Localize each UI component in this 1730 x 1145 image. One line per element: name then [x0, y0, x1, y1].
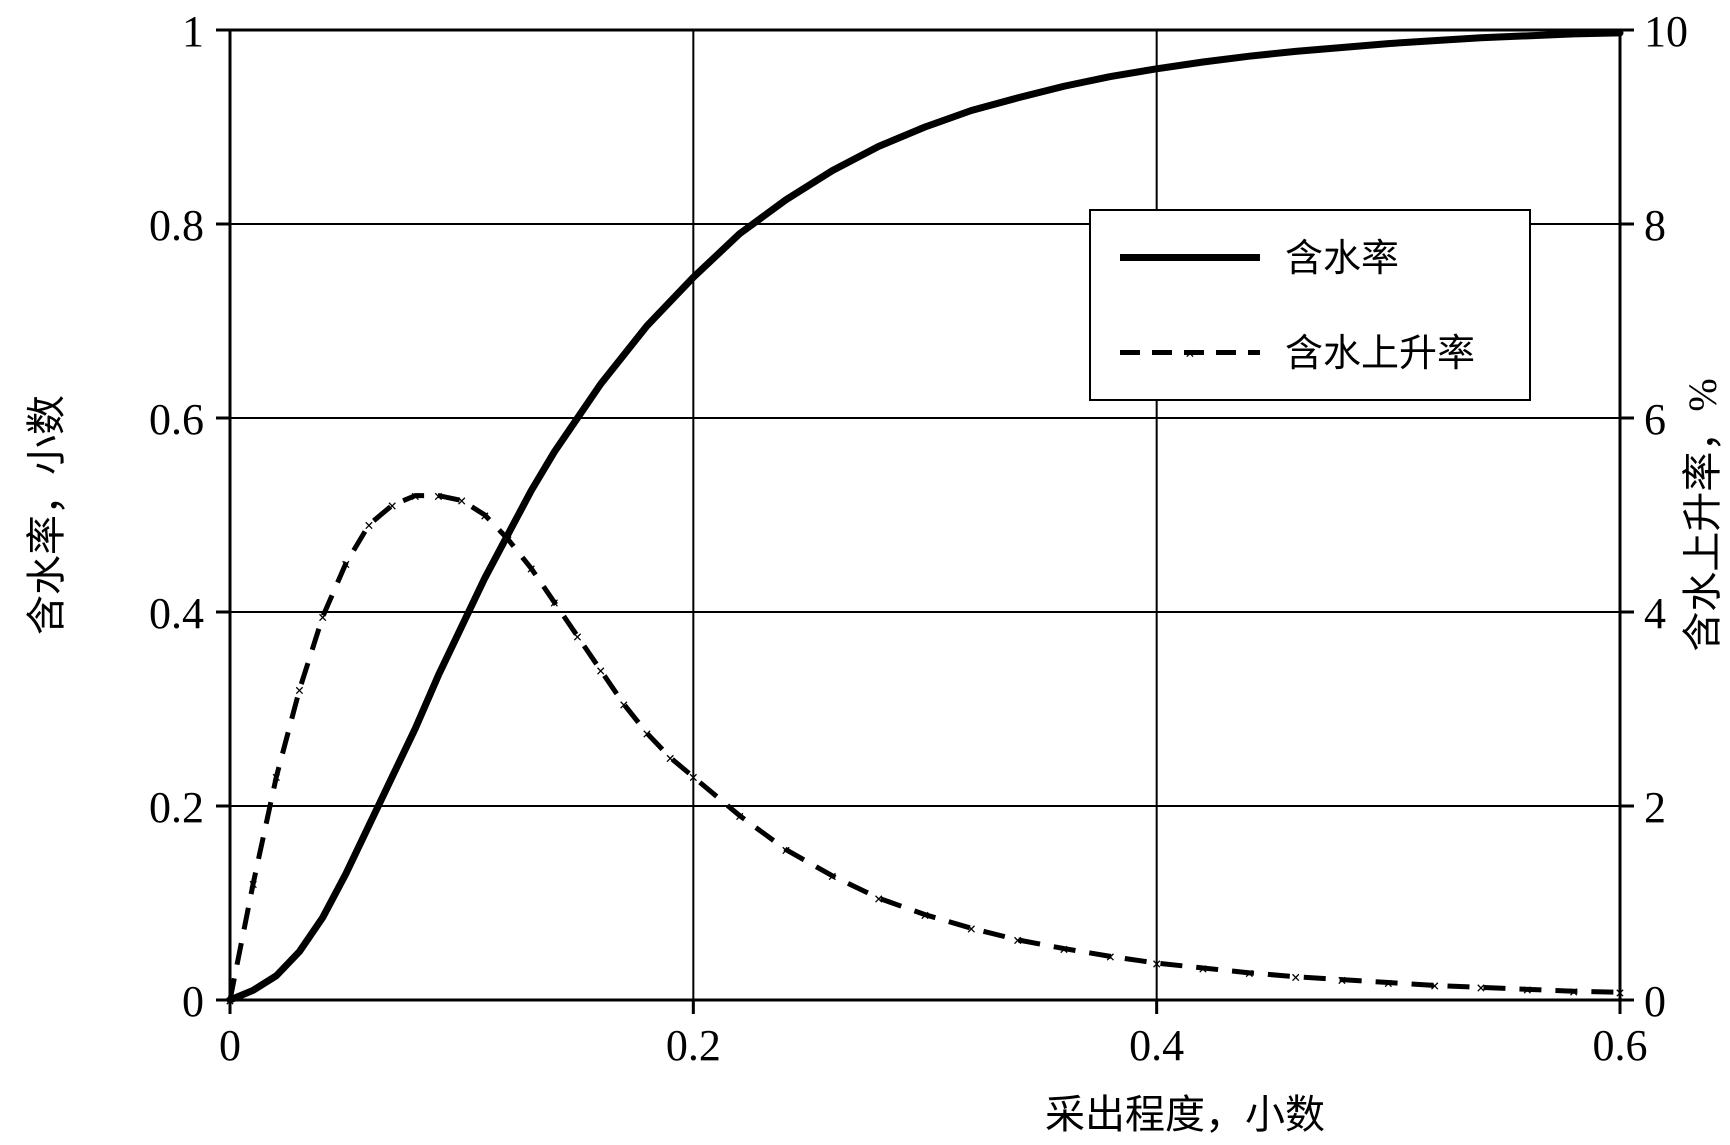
y2-tick-label: 10: [1644, 7, 1688, 56]
marker-x-icon: ×: [596, 661, 606, 680]
marker-x-icon: ×: [295, 680, 305, 699]
marker-x-icon: ×: [967, 919, 977, 938]
marker-x-icon: ×: [642, 724, 652, 743]
marker-x-icon: ×: [1152, 954, 1162, 973]
marker-x-icon: ×: [689, 768, 699, 787]
y1-tick-label: 0.6: [149, 395, 204, 444]
marker-x-icon: ×: [1245, 964, 1255, 983]
marker-x-icon: ×: [1569, 982, 1579, 1001]
x-tick-label: 0.4: [1129, 1021, 1184, 1070]
marker-x-icon: ×: [550, 593, 560, 612]
marker-x-icon: ×: [920, 905, 930, 924]
marker-x-icon: ×: [1523, 980, 1533, 999]
marker-x-icon: ×: [1615, 983, 1625, 1002]
legend-label: 含水率: [1285, 238, 1399, 280]
marker-x-icon: ×: [1198, 959, 1208, 978]
marker-x-icon: ×: [1337, 970, 1347, 989]
marker-x-icon: ×: [1384, 973, 1394, 992]
y2-tick-label: 4: [1644, 589, 1666, 638]
marker-x-icon: ×: [341, 554, 351, 573]
y2-axis-label: 含水上升率，%: [1680, 378, 1725, 651]
x-tick-label: 0: [219, 1021, 241, 1070]
marker-x-icon: ×: [434, 486, 444, 505]
legend-marker-x-icon: ×: [1185, 344, 1195, 363]
marker-x-icon: ×: [1476, 978, 1486, 997]
y1-tick-label: 1: [182, 7, 204, 56]
marker-x-icon: ×: [1059, 939, 1069, 958]
marker-x-icon: ×: [1106, 947, 1116, 966]
y1-tick-label: 0.2: [149, 783, 204, 832]
marker-x-icon: ×: [387, 496, 397, 515]
marker-x-icon: ×: [526, 559, 536, 578]
chart-container: 00.20.40.600.20.40.60.810246810含水率，小数含水上…: [0, 0, 1730, 1145]
marker-x-icon: ×: [1430, 976, 1440, 995]
x-tick-label: 0.6: [1593, 1021, 1648, 1070]
y1-tick-label: 0.4: [149, 589, 204, 638]
y1-tick-label: 0.8: [149, 201, 204, 250]
x-axis-label: 采出程度，小数: [1045, 1092, 1325, 1137]
marker-x-icon: ×: [619, 695, 629, 714]
y2-tick-label: 8: [1644, 201, 1666, 250]
marker-x-icon: ×: [874, 889, 884, 908]
marker-x-icon: ×: [781, 840, 791, 859]
chart-svg: 00.20.40.600.20.40.60.810246810含水率，小数含水上…: [0, 0, 1730, 1145]
marker-x-icon: ×: [665, 748, 675, 767]
y2-tick-label: 6: [1644, 395, 1666, 444]
y2-tick-label: 2: [1644, 783, 1666, 832]
marker-x-icon: ×: [411, 486, 421, 505]
marker-x-icon: ×: [735, 806, 745, 825]
marker-x-icon: ×: [225, 991, 235, 1010]
marker-x-icon: ×: [457, 491, 467, 510]
legend-label: 含水上升率: [1285, 333, 1475, 375]
y2-tick-label: 0: [1644, 977, 1666, 1026]
marker-x-icon: ×: [503, 530, 513, 549]
marker-x-icon: ×: [272, 768, 282, 787]
marker-x-icon: ×: [480, 506, 490, 525]
marker-x-icon: ×: [248, 874, 258, 893]
y1-axis-label: 含水率，小数: [24, 395, 69, 635]
marker-x-icon: ×: [828, 867, 838, 886]
marker-x-icon: ×: [573, 627, 583, 646]
y1-tick-label: 0: [182, 977, 204, 1026]
marker-x-icon: ×: [1291, 967, 1301, 986]
x-tick-label: 0.2: [666, 1021, 721, 1070]
marker-x-icon: ×: [318, 608, 328, 627]
marker-x-icon: ×: [364, 515, 374, 534]
marker-x-icon: ×: [1013, 931, 1023, 950]
